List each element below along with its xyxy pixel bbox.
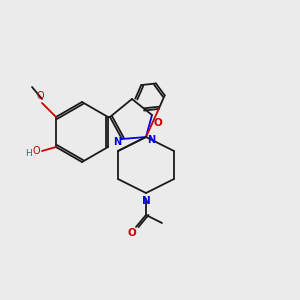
Text: O: O: [32, 146, 40, 156]
Text: O: O: [154, 118, 163, 128]
Text: O: O: [128, 228, 136, 238]
Text: N: N: [113, 137, 121, 147]
Text: N: N: [147, 135, 155, 145]
Text: O: O: [36, 91, 44, 101]
Text: H: H: [25, 148, 32, 158]
Text: N: N: [142, 196, 150, 206]
